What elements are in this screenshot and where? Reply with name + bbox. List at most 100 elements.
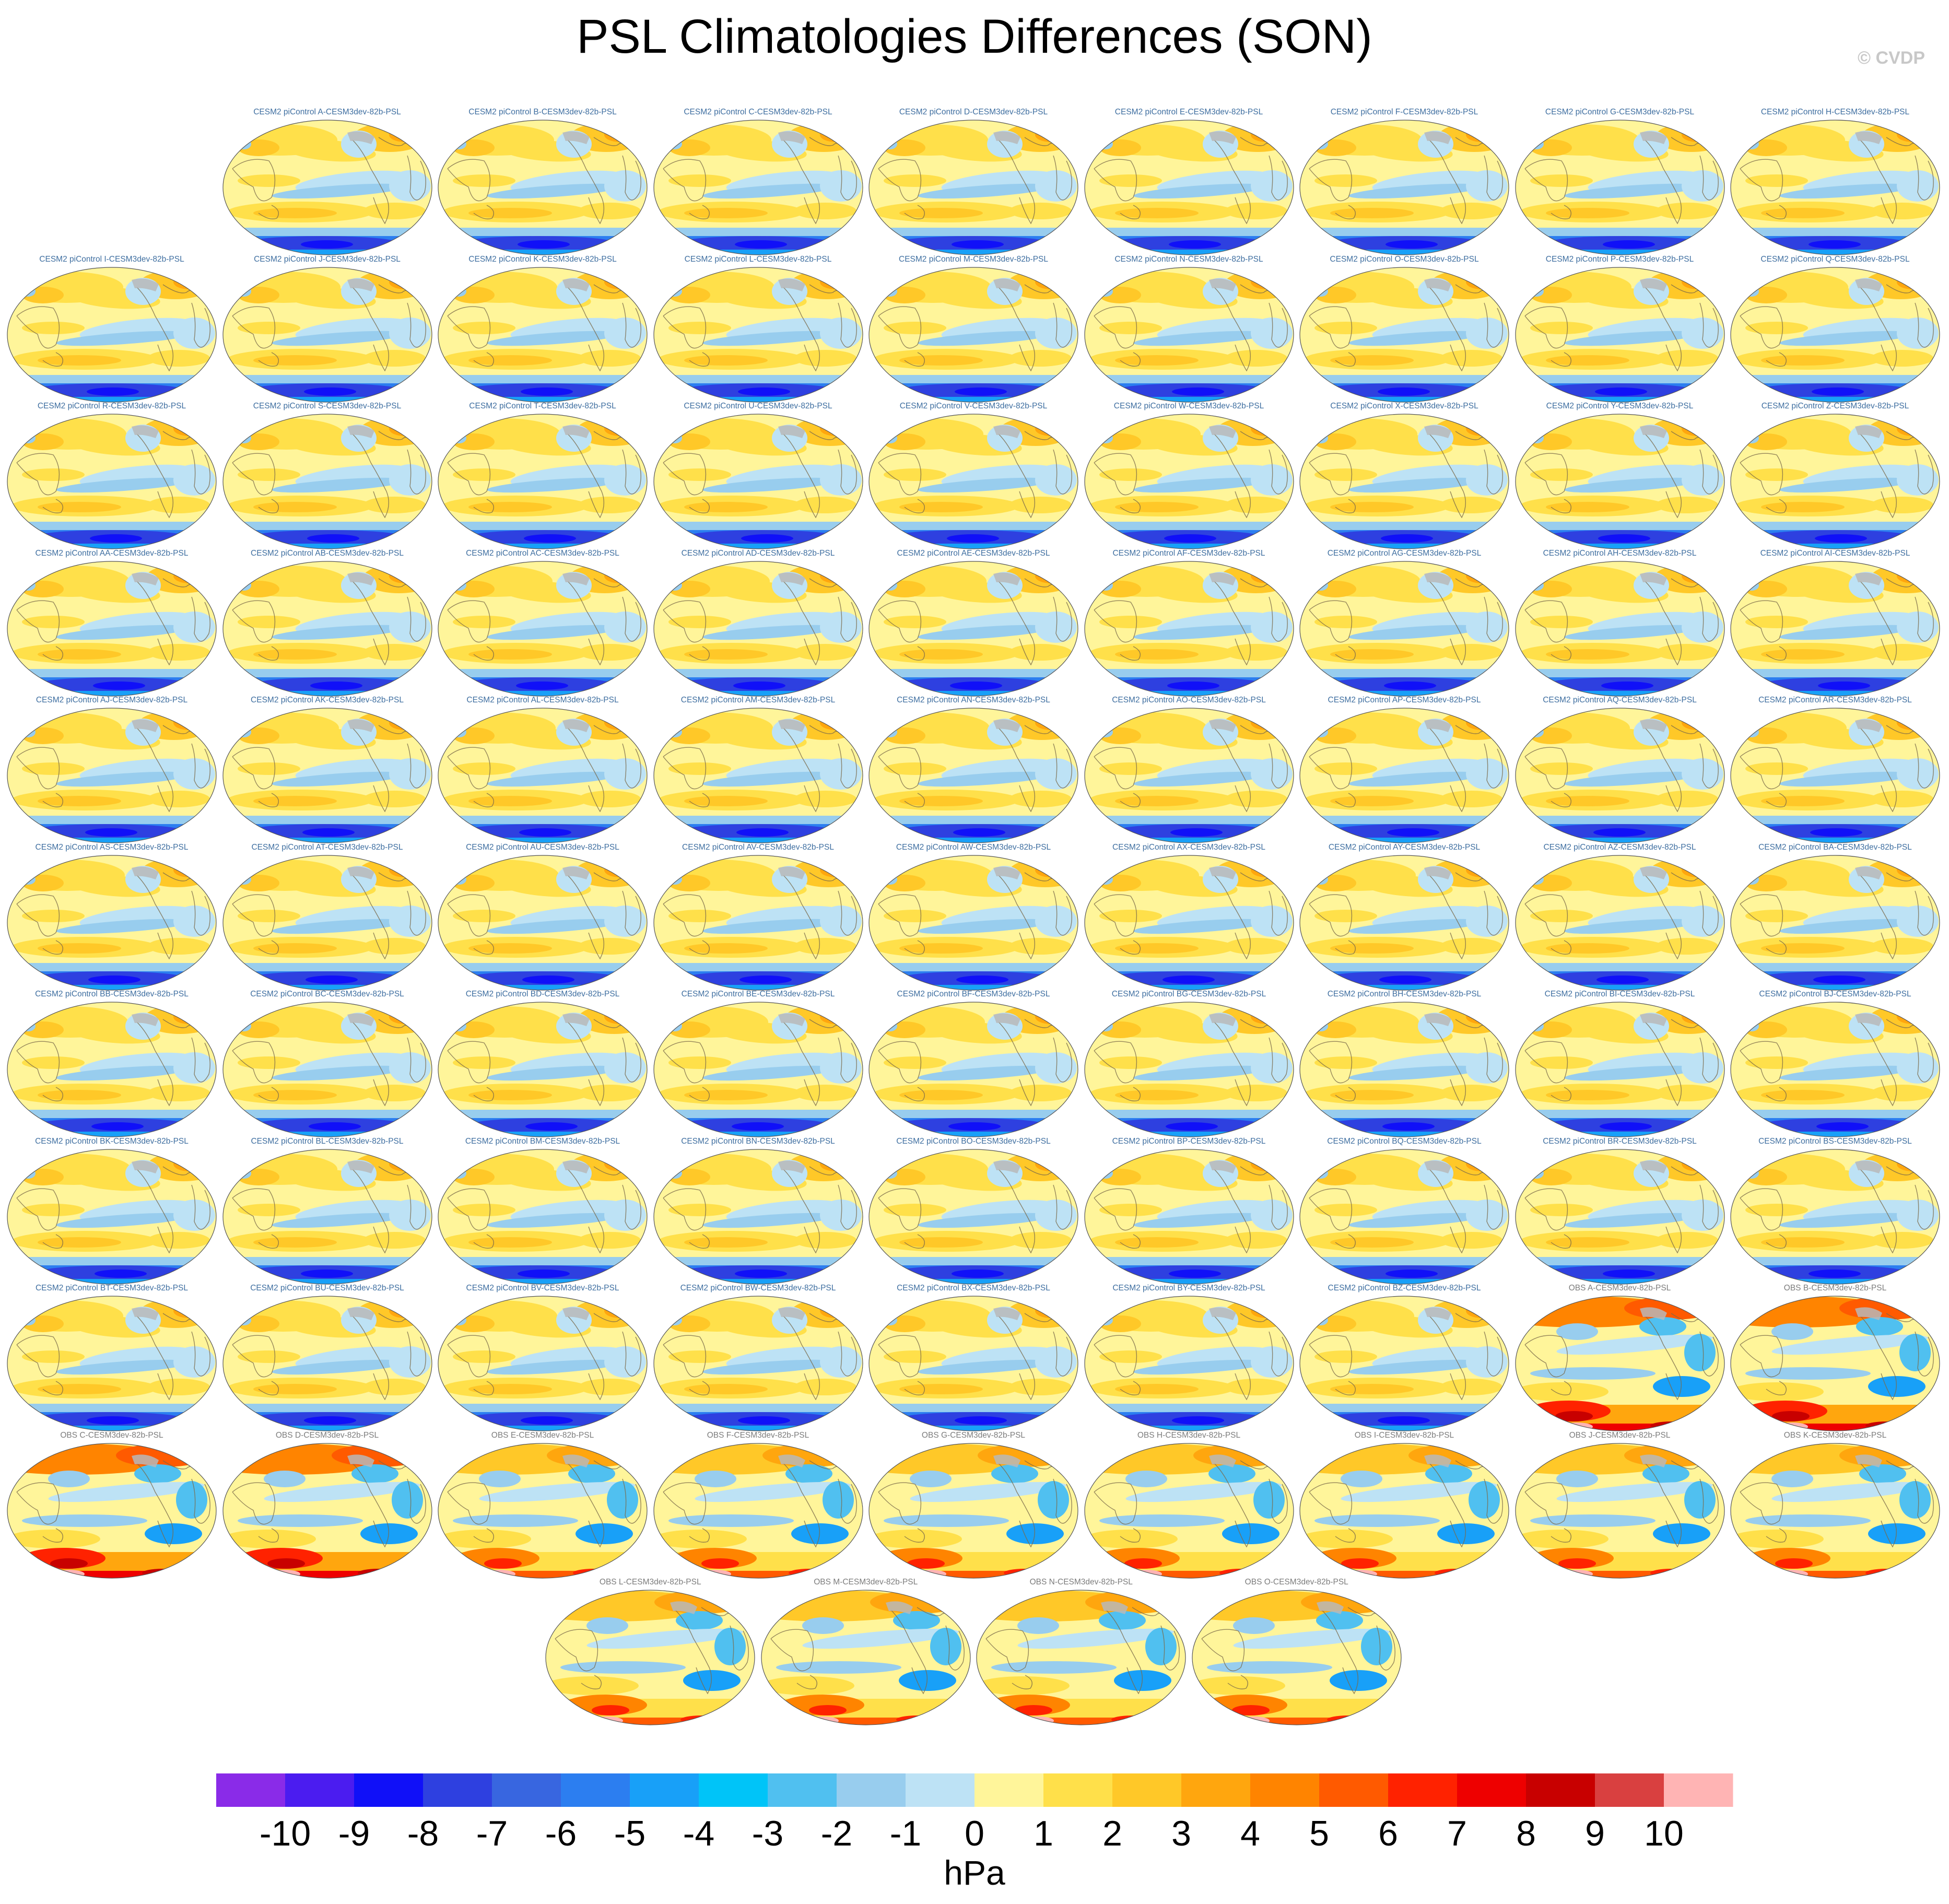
psl-contour-region	[1899, 1334, 1931, 1371]
psl-contour-region	[807, 1717, 839, 1725]
psl-contour-region	[667, 433, 682, 443]
psl-contour-region	[819, 1303, 851, 1318]
panel-title: CESM2 piControl BU-CESM3dev-82b-PSL	[250, 1284, 404, 1292]
psl-contour-region	[785, 1464, 832, 1483]
psl-contour-region	[1744, 1021, 1759, 1031]
psl-contour-region	[1170, 828, 1223, 837]
psl-contour-region	[1098, 1168, 1113, 1179]
psl-difference-map	[1730, 120, 1940, 255]
psl-contour-region	[1035, 421, 1066, 436]
psl-contour-region	[268, 1569, 300, 1578]
psl-contour-region	[1897, 905, 1939, 937]
psl-contour-region	[1809, 1269, 1861, 1278]
psl-difference-map	[438, 708, 648, 843]
psl-contour-region	[389, 421, 420, 436]
psl-contour-region	[1009, 643, 1072, 661]
psl-contour-region	[819, 611, 862, 643]
psl-contour-region	[173, 611, 215, 643]
colorbar-unit-label: hPa	[944, 1853, 1005, 1892]
psl-contour-region	[702, 1065, 838, 1081]
psl-contour-region	[883, 139, 897, 149]
psl-contour-region	[305, 975, 358, 984]
psl-contour-region	[883, 1021, 897, 1031]
psl-contour-region	[930, 1628, 961, 1665]
psl-contour-region	[667, 1168, 682, 1179]
map-panel: OBS A-CESM3dev-82b-PSL	[1514, 1284, 1725, 1432]
psl-contour-region	[267, 1558, 305, 1569]
psl-contour-region	[899, 796, 983, 806]
psl-contour-region	[22, 762, 85, 775]
psl-contour-region	[1114, 796, 1199, 806]
psl-contour-region	[310, 681, 362, 690]
psl-difference-map	[868, 854, 1078, 991]
psl-contour-region	[1744, 1168, 1759, 1179]
psl-contour-region	[667, 286, 682, 297]
psl-contour-region	[1437, 1523, 1495, 1544]
psl-contour-region	[819, 274, 851, 289]
colorbar-tick-label: 10	[1644, 1814, 1684, 1853]
psl-contour-region	[1250, 421, 1282, 436]
psl-contour-region	[1839, 1297, 1933, 1320]
panel-title: CESM2 piControl AG-CESM3dev-82b-PSL	[1327, 548, 1482, 558]
map-panel: CESM2 piControl BF-CESM3dev-82b-PSL	[868, 990, 1079, 1138]
map-panel: CESM2 piControl AV-CESM3dev-82b-PSL	[653, 843, 864, 992]
psl-difference-map	[1299, 1442, 1509, 1579]
psl-contour-region	[1224, 1085, 1287, 1101]
psl-contour-region	[1761, 355, 1845, 366]
panel-title: OBS J-CESM3dev-82b-PSL	[1569, 1430, 1671, 1440]
psl-contour-region	[1856, 1317, 1903, 1336]
psl-contour-region	[1035, 317, 1077, 349]
psl-contour-region	[578, 203, 641, 219]
psl-contour-region	[1530, 762, 1593, 775]
psl-contour-region	[1684, 1334, 1716, 1371]
psl-contour-region	[695, 1482, 851, 1502]
panel-title: CESM2 piControl BY-CESM3dev-82b-PSL	[1112, 1284, 1265, 1292]
psl-contour-region	[1238, 1717, 1270, 1725]
psl-contour-region	[1871, 1231, 1933, 1249]
map-panel: CESM2 piControl Y-CESM3dev-82b-PSL	[1514, 402, 1725, 550]
colorbar: -10 -9 -8 -7 -6 -5 -4 -3 -2 -1 0 1 2 3 4 5 6 7 8 9 10	[216, 1773, 1733, 1853]
map-panel: CESM2 piControl AB-CESM3dev-82b-PSL	[222, 549, 433, 698]
psl-contour-region	[453, 321, 515, 334]
psl-difference-map	[1514, 560, 1725, 697]
map-panel: CESM2 piControl L-CESM3dev-82b-PSL	[653, 255, 864, 404]
psl-contour-region	[1313, 874, 1328, 885]
psl-contour-region	[1813, 975, 1865, 984]
psl-contour-region	[1599, 1122, 1652, 1131]
panel-title: CESM2 piControl AB-CESM3dev-82b-PSL	[251, 548, 404, 558]
psl-contour-region	[1348, 1359, 1484, 1375]
psl-contour-region	[487, 1359, 623, 1375]
psl-contour-region	[819, 1199, 862, 1231]
psl-contour-region	[452, 433, 466, 443]
psl-contour-region	[389, 170, 431, 202]
psl-contour-region	[53, 1569, 85, 1578]
psl-contour-region	[1386, 1269, 1438, 1278]
psl-contour-region	[1035, 862, 1066, 877]
psl-contour-region	[524, 534, 576, 543]
psl-contour-region	[237, 762, 300, 775]
psl-contour-region	[1868, 1523, 1925, 1544]
map-panel: CESM2 piControl BH-CESM3dev-82b-PSL	[1299, 990, 1510, 1138]
psl-contour-region	[1098, 727, 1113, 737]
psl-contour-region	[604, 715, 636, 730]
psl-contour-region	[1469, 1480, 1500, 1519]
psl-contour-region	[680, 1715, 723, 1724]
psl-contour-region	[1378, 1416, 1430, 1425]
psl-contour-region	[487, 331, 623, 346]
psl-difference-map	[1299, 854, 1509, 991]
psl-contour-region	[683, 1670, 741, 1691]
psl-contour-region	[1314, 1350, 1377, 1363]
psl-contour-region	[253, 1384, 337, 1394]
psl-contour-region	[38, 1384, 121, 1394]
map-panel: CESM2 piControl BU-CESM3dev-82b-PSL	[222, 1284, 433, 1432]
psl-contour-region	[604, 1199, 646, 1231]
psl-contour-region	[22, 1056, 85, 1069]
psl-contour-region	[793, 643, 856, 661]
psl-contour-region	[263, 1470, 306, 1487]
panel-title: CESM2 piControl V-CESM3dev-82b-PSL	[899, 402, 1048, 410]
psl-contour-region	[578, 349, 641, 367]
psl-contour-region	[22, 1514, 147, 1527]
psl-contour-region	[1681, 1052, 1723, 1084]
psl-difference-map	[1084, 854, 1294, 991]
psl-contour-region	[468, 502, 552, 512]
